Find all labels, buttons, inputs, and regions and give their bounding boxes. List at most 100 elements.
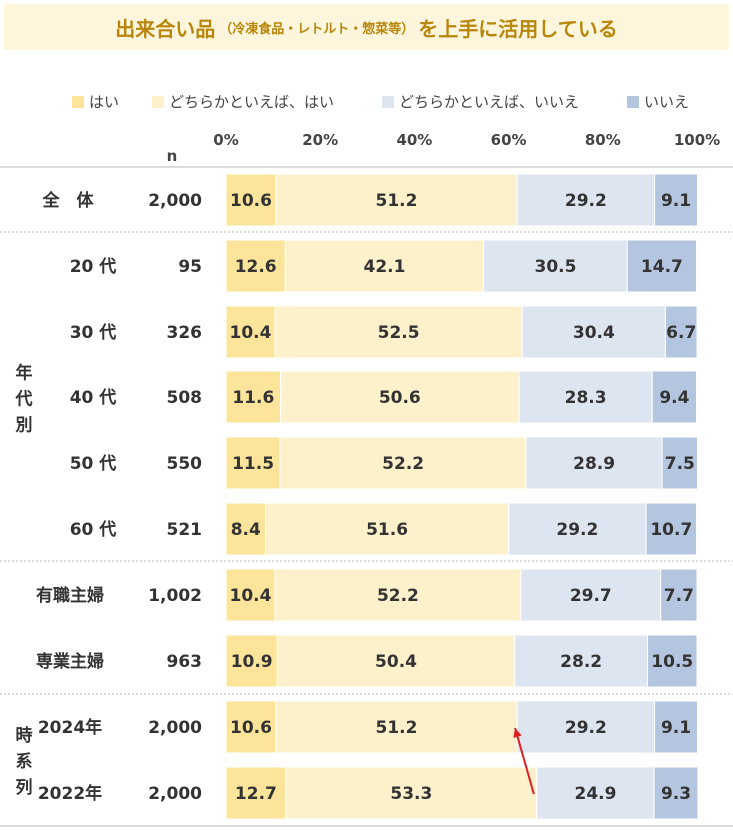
- legend-label: どちらかといえば、はい: [169, 93, 334, 111]
- bar-segment: [280, 370, 520, 424]
- data-label: 52.2: [382, 454, 424, 474]
- x-tick-label: 60%: [491, 131, 527, 149]
- title-subtitle: （冷凍食品・レトルト・惣菜等）: [219, 21, 415, 37]
- legend-label: いいえ: [644, 93, 689, 111]
- legend-swatch: [152, 96, 164, 108]
- bar-segment: [225, 634, 278, 688]
- row-label: 30 代: [70, 322, 117, 343]
- bar-segment: [660, 568, 698, 622]
- trend-arrow-line: [514, 727, 535, 795]
- bar-segment: [645, 502, 698, 556]
- data-label: 29.2: [565, 191, 607, 211]
- data-label: 7.5: [665, 454, 695, 474]
- bar-segment: [275, 173, 518, 227]
- data-label: 51.2: [376, 718, 418, 738]
- bar-segment: [483, 239, 628, 293]
- legend-label: どちらかといえば、いいえ: [399, 93, 579, 111]
- row-n-value: 550: [167, 454, 203, 474]
- bar-segment: [276, 634, 516, 688]
- data-label: 7.7: [664, 586, 694, 606]
- row-n-value: 326: [167, 323, 203, 343]
- bar-segment: [525, 436, 663, 490]
- bar-segment: [661, 436, 698, 490]
- group-label-char: 代: [15, 389, 33, 410]
- row-n-value: 1,002: [148, 586, 202, 606]
- trend-arrow-head: [513, 728, 522, 738]
- bar-segment: [225, 766, 287, 820]
- data-label: 10.6: [230, 191, 272, 211]
- data-label: 10.7: [650, 520, 692, 540]
- bar-segment: [275, 700, 518, 754]
- data-label: 51.2: [376, 191, 418, 211]
- bar-segment: [279, 436, 527, 490]
- bar-segment: [651, 370, 698, 424]
- bar-segment: [653, 766, 699, 820]
- bar-segment: [647, 634, 698, 688]
- row-label: 20 代: [70, 256, 117, 277]
- row-n-value: 2,000: [148, 191, 202, 211]
- data-label: 29.7: [570, 586, 612, 606]
- bar-segment: [274, 568, 522, 622]
- data-label: 52.2: [377, 586, 419, 606]
- data-label: 30.4: [573, 323, 615, 343]
- legend-swatch: [382, 96, 394, 108]
- row-label: 60 代: [70, 519, 117, 540]
- row-n-value: 2,000: [148, 784, 202, 804]
- bar-segment: [516, 700, 656, 754]
- legend-swatch: [627, 96, 639, 108]
- data-label: 11.6: [232, 388, 274, 408]
- x-tick-label: 40%: [396, 131, 432, 149]
- data-label: 9.4: [659, 388, 689, 408]
- group-label-char: 年: [16, 363, 33, 384]
- data-label: 29.2: [556, 520, 598, 540]
- data-label: 28.9: [573, 454, 615, 474]
- bar-segment: [654, 173, 698, 227]
- bar-segment: [225, 568, 276, 622]
- bar-segment: [225, 173, 277, 227]
- data-label: 14.7: [641, 257, 683, 277]
- row-n-value: 963: [167, 652, 203, 672]
- data-label: 10.6: [230, 718, 272, 738]
- row-label: 有職主婦: [36, 585, 104, 606]
- data-label: 28.2: [560, 652, 602, 672]
- data-label: 9.3: [661, 784, 691, 804]
- row-label: 2024年: [38, 717, 102, 738]
- group-label-char: 列: [16, 777, 33, 798]
- data-label: 53.3: [390, 784, 432, 804]
- data-label: 9.1: [661, 191, 691, 211]
- x-tick-label: 100%: [674, 131, 720, 149]
- bar-segment: [508, 502, 647, 556]
- data-label: 10.5: [651, 652, 693, 672]
- row-label: 50 代: [70, 453, 117, 474]
- x-tick-label: 0%: [213, 131, 238, 149]
- bar-segment: [225, 436, 281, 490]
- title-main-suffix: を上手に活用している: [418, 16, 618, 41]
- row-label: 専業主婦: [36, 651, 104, 672]
- x-tick-label: 80%: [585, 131, 621, 149]
- bar-segment: [285, 766, 538, 820]
- data-label: 12.7: [235, 784, 277, 804]
- group-label-char: 系: [16, 752, 33, 772]
- row-label: 2022年: [38, 783, 102, 804]
- data-label: 11.5: [232, 454, 274, 474]
- row-label: 全 体: [42, 190, 95, 211]
- row-n-value: 95: [178, 257, 202, 277]
- data-label: 24.9: [575, 784, 617, 804]
- bar-segment: [664, 305, 698, 359]
- row-label: 40 代: [70, 387, 117, 408]
- row-n-value: 521: [167, 520, 203, 540]
- data-label: 50.6: [379, 388, 421, 408]
- bar-segment: [520, 568, 662, 622]
- data-label: 8.4: [231, 520, 261, 540]
- data-label: 10.4: [230, 323, 272, 343]
- bar-segment: [516, 173, 656, 227]
- bar-segment: [265, 502, 510, 556]
- legend-label: はい: [89, 93, 119, 111]
- row-n-value: 2,000: [148, 718, 202, 738]
- group-label-char: 時: [16, 725, 33, 746]
- data-label: 12.6: [235, 257, 277, 277]
- chart-title: 出来合い品 （冷凍食品・レトルト・惣菜等） を上手に活用している: [4, 4, 729, 50]
- data-label: 29.2: [565, 718, 607, 738]
- data-label: 10.4: [230, 586, 272, 606]
- legend-swatch: [72, 96, 84, 108]
